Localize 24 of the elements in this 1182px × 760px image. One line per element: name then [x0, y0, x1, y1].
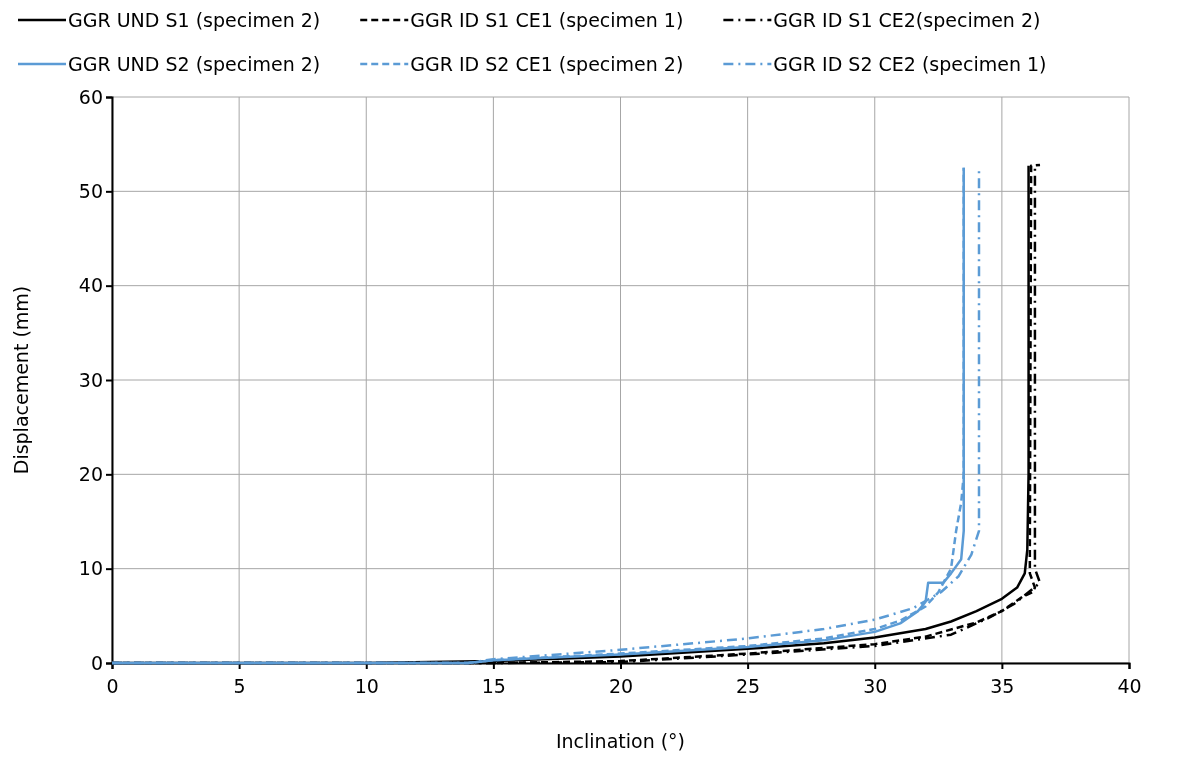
x-axis-title: Inclination (°) [555, 730, 686, 752]
x-tick-label: 10 [354, 674, 379, 697]
y-tick-label: 50 [78, 179, 103, 202]
x-tick-label: 5 [233, 674, 246, 697]
legend-label: GGR ID S1 CE1 (specimen 1) [410, 9, 684, 31]
x-tick-label: 15 [481, 674, 506, 697]
legend-label: GGR ID S2 CE1 (specimen 2) [410, 53, 684, 75]
legend-label: GGR UND S1 (specimen 2) [68, 9, 321, 31]
y-tick-label: 60 [78, 85, 103, 108]
legend-label: GGR ID S2 CE2 (specimen 1) [773, 53, 1047, 75]
y-tick-label: 30 [78, 368, 103, 391]
y-axis-title: Displacement (mm) [10, 285, 32, 475]
x-tick-label: 25 [736, 674, 761, 697]
legend-label: GGR ID S1 CE2(specimen 2) [773, 9, 1041, 31]
x-tick-label: 0 [106, 674, 119, 697]
x-tick-label: 30 [863, 674, 888, 697]
y-tick-label: 0 [90, 651, 103, 674]
y-tick-label: 20 [78, 462, 103, 485]
y-tick-label: 40 [78, 274, 103, 297]
x-tick-label: 40 [1117, 674, 1142, 697]
x-tick-label: 20 [608, 674, 634, 697]
x-tick-label: 35 [990, 674, 1015, 697]
legend-label: GGR UND S2 (specimen 2) [68, 53, 321, 75]
y-tick-label: 10 [78, 557, 103, 580]
